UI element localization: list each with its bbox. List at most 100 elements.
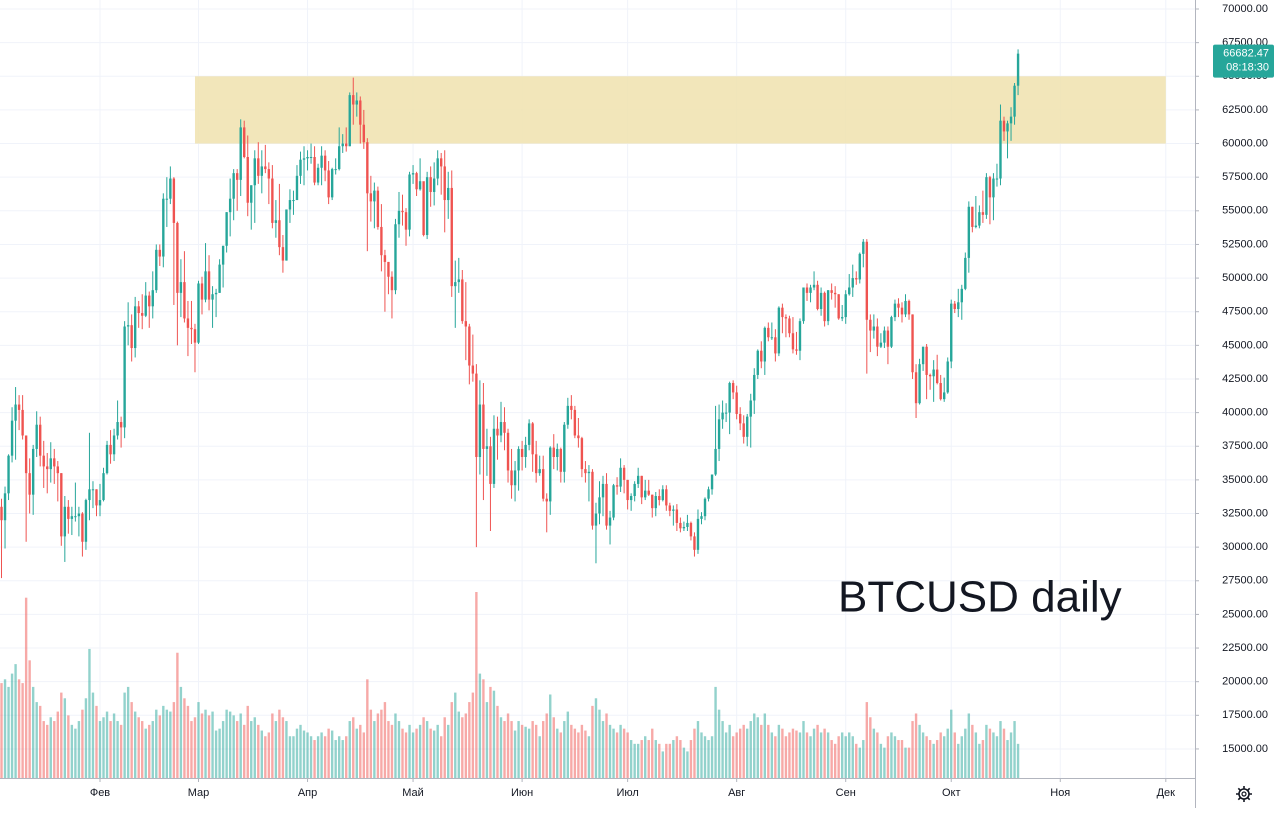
volume-bar — [250, 721, 253, 778]
volume-bar — [510, 721, 513, 778]
candle-body — [520, 448, 524, 458]
volume-bar — [710, 736, 714, 778]
y-tick-label: 57500.00 — [1222, 171, 1268, 183]
candle-body — [622, 467, 626, 480]
candle-body — [225, 212, 228, 246]
volume-bar — [123, 692, 126, 778]
candle-body — [689, 522, 693, 537]
volume-bar — [577, 732, 580, 778]
volume-bar — [380, 709, 383, 778]
candle-body — [527, 423, 531, 445]
volume-bar — [0, 683, 3, 778]
volume-bar — [302, 730, 306, 778]
candle-body — [876, 326, 879, 347]
candle-body — [337, 146, 341, 170]
volume-bar — [461, 717, 464, 778]
volume-bar — [992, 732, 995, 778]
candle-body — [971, 206, 974, 227]
candle-body — [454, 282, 457, 287]
candle-body — [485, 446, 489, 449]
volume-bar — [1016, 743, 1020, 778]
candle-body — [746, 416, 749, 437]
candle-body — [647, 490, 650, 495]
candle-body — [169, 178, 172, 199]
x-tick-label: Мар — [188, 787, 210, 799]
candle-body — [869, 319, 872, 331]
volume-bar — [812, 728, 816, 778]
candle-body — [731, 383, 735, 393]
volume-bar — [197, 702, 200, 778]
settings-button[interactable] — [1236, 786, 1252, 802]
volume-bar — [654, 740, 657, 778]
volume-bar — [232, 715, 235, 778]
candle-body — [489, 446, 492, 484]
candle-body — [422, 181, 425, 236]
volume-bar — [615, 732, 619, 778]
price-tag-value: 66682.47 — [1223, 48, 1269, 60]
x-tick-label: Фев — [90, 787, 110, 799]
volume-bar — [865, 702, 869, 778]
volume-bar — [756, 717, 759, 778]
volume-bar — [851, 736, 854, 778]
volume-bar — [594, 698, 598, 778]
candle-body — [900, 307, 904, 315]
candle-body — [281, 247, 285, 261]
volume-bar — [904, 747, 907, 778]
candle-body — [696, 518, 700, 550]
candle-body — [359, 100, 362, 125]
volume-bar — [109, 721, 112, 778]
candle-body — [985, 177, 988, 215]
volume-bar — [63, 698, 67, 778]
candle-body — [563, 424, 566, 472]
volume-bar — [703, 736, 707, 778]
volume-bar — [767, 724, 770, 778]
candle-body — [24, 435, 28, 474]
volume-bar — [760, 724, 763, 778]
volume-bar — [221, 721, 225, 778]
candle-body — [999, 120, 1002, 179]
candle-body — [883, 330, 886, 343]
candle-body — [133, 306, 137, 349]
volume-bar — [126, 686, 130, 778]
volume-bar — [914, 713, 918, 778]
volume-bar — [1013, 721, 1016, 778]
y-tick-label: 17500.00 — [1222, 709, 1268, 721]
volume-bar — [102, 717, 105, 778]
volume-bar — [464, 713, 468, 778]
candle-body — [890, 317, 893, 347]
volume-bar — [753, 713, 756, 778]
candle-body — [330, 169, 334, 198]
volume-bar — [823, 728, 826, 778]
y-tick-label: 47500.00 — [1222, 306, 1268, 318]
candle-body — [323, 155, 327, 171]
candle-body — [21, 409, 24, 436]
candle-body — [819, 292, 823, 310]
candle-body — [633, 483, 636, 497]
candle-body — [10, 420, 14, 456]
volume-bar — [257, 724, 260, 778]
candle-body — [640, 475, 643, 498]
volume-bar — [137, 717, 140, 778]
x-tick-label: Июн — [511, 787, 533, 799]
candle-body — [464, 321, 468, 327]
candle-body — [950, 303, 953, 362]
volume-bar — [95, 705, 98, 778]
volume-bar — [612, 728, 615, 778]
volume-bar — [506, 713, 510, 778]
volume-bar — [165, 709, 169, 778]
y-tick-label: 37500.00 — [1222, 440, 1268, 452]
volume-bar — [524, 726, 527, 778]
volume-bar — [658, 743, 661, 778]
candle-body — [165, 198, 169, 200]
candle-body — [81, 513, 84, 542]
highlight-zone — [194, 76, 1166, 144]
volume-bar — [496, 705, 499, 778]
volume-bar — [369, 709, 373, 778]
volume-bar — [798, 732, 802, 778]
volume-bar — [967, 713, 971, 778]
volume-bar — [200, 713, 204, 778]
candle-body — [995, 178, 999, 180]
volume-bar — [897, 740, 900, 778]
candle-body — [686, 522, 689, 527]
volume-bar — [21, 683, 24, 778]
